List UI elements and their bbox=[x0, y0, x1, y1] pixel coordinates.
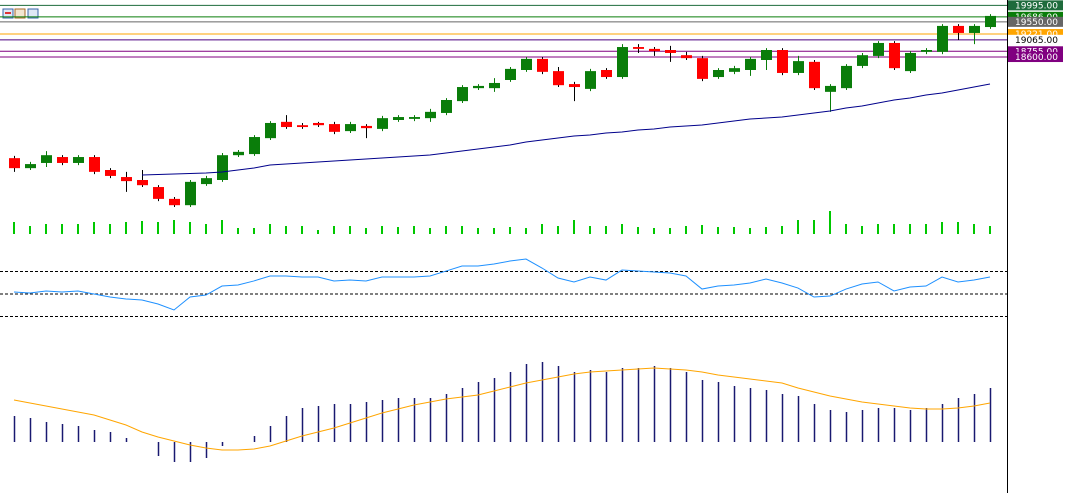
candle-body bbox=[89, 157, 100, 172]
candle-body bbox=[169, 198, 180, 206]
candle-body bbox=[73, 157, 84, 163]
price-label: 19065.00 bbox=[1015, 36, 1058, 46]
candle-body bbox=[105, 170, 116, 176]
candle-body bbox=[633, 47, 644, 49]
price-label-box bbox=[1008, 11, 1063, 22]
candle-body bbox=[57, 157, 68, 163]
rsi-line bbox=[13, 258, 991, 311]
price-label-box bbox=[1008, 16, 1063, 27]
candle-body bbox=[153, 187, 164, 199]
candle-body bbox=[9, 158, 20, 169]
candle-body bbox=[761, 50, 772, 60]
candle-body bbox=[505, 68, 516, 80]
candle-body bbox=[793, 61, 804, 73]
candle-body bbox=[873, 42, 884, 56]
candle-body bbox=[281, 121, 292, 128]
candle-body bbox=[585, 71, 596, 89]
candle-body bbox=[649, 48, 660, 52]
candle-body bbox=[857, 55, 868, 66]
candle-body bbox=[185, 181, 196, 206]
candle-body bbox=[329, 124, 340, 132]
price-label-box bbox=[1008, 52, 1063, 63]
icon bbox=[5, 12, 11, 14]
candle-body bbox=[121, 177, 132, 182]
candle-body bbox=[297, 125, 308, 128]
candle-body bbox=[217, 155, 228, 180]
candle-body bbox=[569, 84, 580, 88]
candle-body bbox=[921, 50, 932, 52]
candle-body bbox=[25, 164, 36, 169]
candle-body bbox=[489, 82, 500, 89]
candle-body bbox=[441, 100, 452, 113]
price-label-box bbox=[1008, 34, 1063, 45]
candle-body bbox=[233, 151, 244, 156]
candle-body bbox=[745, 58, 756, 70]
icon bbox=[27, 8, 39, 19]
price-label: 19550.00 bbox=[1015, 18, 1058, 28]
candle-body bbox=[889, 42, 900, 69]
candle-body bbox=[985, 15, 996, 28]
candle-body bbox=[425, 111, 436, 119]
icon bbox=[14, 8, 26, 19]
candle-body bbox=[953, 25, 964, 33]
candle-body bbox=[681, 55, 692, 59]
candle-body bbox=[841, 65, 852, 89]
price-label-box bbox=[1008, 29, 1063, 40]
candle-body bbox=[713, 70, 724, 78]
candle-body bbox=[313, 122, 324, 126]
signal-line bbox=[13, 367, 991, 451]
price-label: 18600.00 bbox=[1015, 53, 1058, 63]
candle-body bbox=[665, 50, 676, 53]
candle-body bbox=[457, 87, 468, 102]
candle-body bbox=[825, 85, 836, 92]
price-label-box bbox=[1008, 46, 1063, 57]
candle-body bbox=[265, 122, 276, 139]
price-label-box bbox=[1008, 0, 1063, 11]
candle-body bbox=[553, 71, 564, 86]
candle-body bbox=[137, 180, 148, 186]
candle-body bbox=[777, 50, 788, 73]
candle-body bbox=[521, 58, 532, 70]
candle-body bbox=[393, 117, 404, 120]
candle-body bbox=[537, 58, 548, 72]
candle-body bbox=[41, 155, 52, 163]
candle-body bbox=[697, 58, 708, 79]
candle-body bbox=[377, 118, 388, 129]
toolbar-icons bbox=[2, 8, 39, 19]
candle-body bbox=[729, 68, 740, 72]
candle-body bbox=[361, 125, 372, 129]
candle-body bbox=[473, 85, 484, 89]
candle-body bbox=[345, 124, 356, 132]
candle-body bbox=[409, 117, 420, 119]
candle-body bbox=[617, 47, 628, 78]
candle-body bbox=[601, 70, 612, 78]
candle-body bbox=[905, 52, 916, 72]
candle-body bbox=[809, 61, 820, 89]
candle-body bbox=[937, 25, 948, 52]
candle-body bbox=[969, 25, 980, 33]
moving-average bbox=[141, 83, 991, 176]
price-label: 19995.00 bbox=[1015, 1, 1058, 11]
candle-body bbox=[201, 178, 212, 185]
candle-body bbox=[249, 137, 260, 155]
